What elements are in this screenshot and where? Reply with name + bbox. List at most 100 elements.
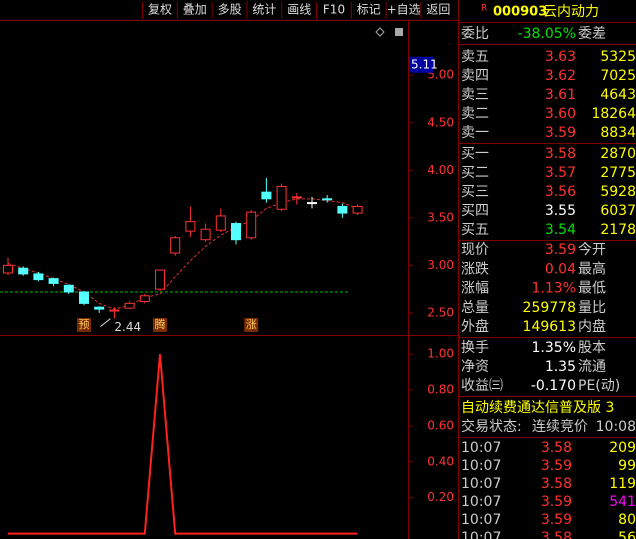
candle-body — [337, 205, 348, 214]
low-pointer — [100, 318, 111, 327]
trade-time: 10:07 — [461, 512, 501, 528]
value: -38.05% — [518, 26, 576, 42]
stat-value: 3.59 — [545, 242, 576, 258]
finance-label: 股本 — [578, 340, 606, 356]
trade-price: 3.59 — [541, 458, 572, 474]
stat-label: 今开 — [578, 242, 606, 258]
trade-volume: 80 — [618, 512, 636, 528]
stat-label: 内盘 — [578, 318, 606, 335]
stat-label: 现价 — [461, 242, 489, 258]
y-tick-label: 0.60 — [427, 418, 454, 432]
candle-body — [139, 295, 150, 302]
book-price: 3.58 — [545, 146, 576, 162]
current-price-label: 5.11 — [411, 57, 438, 71]
book-price: 3.61 — [545, 87, 576, 103]
candle-body — [200, 228, 211, 241]
toolbar-button[interactable]: +自选 — [387, 3, 421, 17]
book-price: 3.59 — [545, 125, 576, 141]
book-price: 3.55 — [545, 203, 576, 219]
trade-time: 10:07 — [461, 494, 501, 510]
finance-label: 换手 — [461, 339, 489, 356]
indicator-line — [8, 354, 358, 535]
finance-label: 流通 — [578, 359, 606, 375]
status-time: 10:08 — [596, 419, 636, 435]
toolbar-button[interactable]: 统计 — [252, 3, 276, 17]
book-price: 3.57 — [545, 165, 576, 181]
stat-label: 量比 — [578, 300, 606, 316]
status-value: 连续竞价 — [532, 418, 588, 435]
book-volume: 5325 — [600, 49, 636, 65]
candle-body — [3, 264, 13, 274]
signal-label: 涨 — [246, 318, 257, 331]
book-volume: 5928 — [600, 184, 636, 200]
toolbar-button[interactable]: 复权 — [148, 3, 172, 17]
book-label: 买三 — [461, 184, 489, 200]
candle-body — [48, 278, 59, 284]
stat-label: 最低 — [578, 281, 606, 297]
book-volume: 2178 — [600, 222, 636, 238]
toolbar-button[interactable]: 标记 — [357, 3, 381, 17]
y-tick-label: 1.00 — [427, 347, 454, 361]
candle-body — [170, 237, 181, 254]
low-label: 2.44 — [114, 320, 141, 334]
stat-label: 涨跌 — [461, 261, 489, 277]
trade-time: 10:07 — [461, 530, 501, 539]
trade-volume: 119 — [609, 476, 636, 492]
finance-value: -0.170 — [531, 378, 576, 394]
icon-square — [395, 28, 403, 36]
stat-label: 外盘 — [461, 318, 489, 335]
stock-flag: R — [481, 4, 487, 14]
candle-body — [63, 284, 74, 293]
candle-body — [276, 185, 287, 210]
candle-body — [33, 273, 44, 281]
toolbar-button[interactable]: F10 — [323, 3, 345, 17]
signal-badge — [153, 318, 167, 332]
y-tick-label: 0.40 — [427, 454, 454, 468]
book-price: 3.62 — [545, 68, 576, 84]
banner: 自动续费通达信普及版 3 — [461, 399, 614, 416]
book-label: 买四 — [461, 203, 489, 219]
candle-body — [261, 191, 272, 200]
book-label: 买一 — [461, 146, 489, 162]
trade-price: 3.58 — [541, 440, 572, 456]
y-tick-label: 5.00 — [427, 68, 454, 82]
book-price: 3.63 — [545, 49, 576, 65]
book-label: 卖一 — [461, 125, 489, 141]
trade-volume: 99 — [618, 458, 636, 474]
candle-body — [185, 221, 196, 232]
book-label: 卖三 — [461, 87, 489, 103]
candle-body — [18, 267, 29, 275]
candle-body — [79, 291, 89, 304]
stat-value: 0.04 — [545, 261, 576, 277]
candle-body — [94, 306, 105, 310]
candle-body — [109, 309, 120, 312]
label: 委差 — [578, 26, 606, 42]
finance-label: 净资 — [461, 359, 489, 375]
trade-time: 10:07 — [461, 476, 501, 492]
status-label: 交易状态: — [461, 418, 522, 435]
toolbar-button[interactable]: 返回 — [426, 3, 450, 17]
finance-value: 1.35 — [545, 359, 576, 375]
book-label: 买二 — [461, 165, 489, 181]
trade-volume: 56 — [618, 530, 636, 539]
signal-label: 腾 — [155, 317, 166, 331]
finance-label: PE(动) — [578, 378, 620, 394]
book-volume: 6037 — [600, 203, 636, 219]
book-price: 3.54 — [545, 222, 576, 238]
stat-label: 涨幅 — [461, 281, 489, 297]
toolbar-button[interactable]: 叠加 — [183, 3, 207, 17]
stat-label: 总量 — [461, 300, 489, 316]
y-tick-label: 4.00 — [427, 163, 454, 177]
label: 委比 — [461, 26, 489, 42]
y-tick-label: 0.20 — [427, 490, 454, 504]
signal-label: 预 — [79, 318, 90, 331]
trade-price: 3.58 — [541, 530, 572, 539]
stock-name: 云内动力 — [543, 4, 599, 20]
current-price-box — [409, 56, 433, 73]
toolbar-button[interactable]: 多股 — [218, 3, 242, 17]
toolbar-button[interactable]: 画线 — [287, 3, 311, 17]
candle-body — [155, 269, 165, 290]
trade-price: 3.59 — [541, 494, 572, 510]
